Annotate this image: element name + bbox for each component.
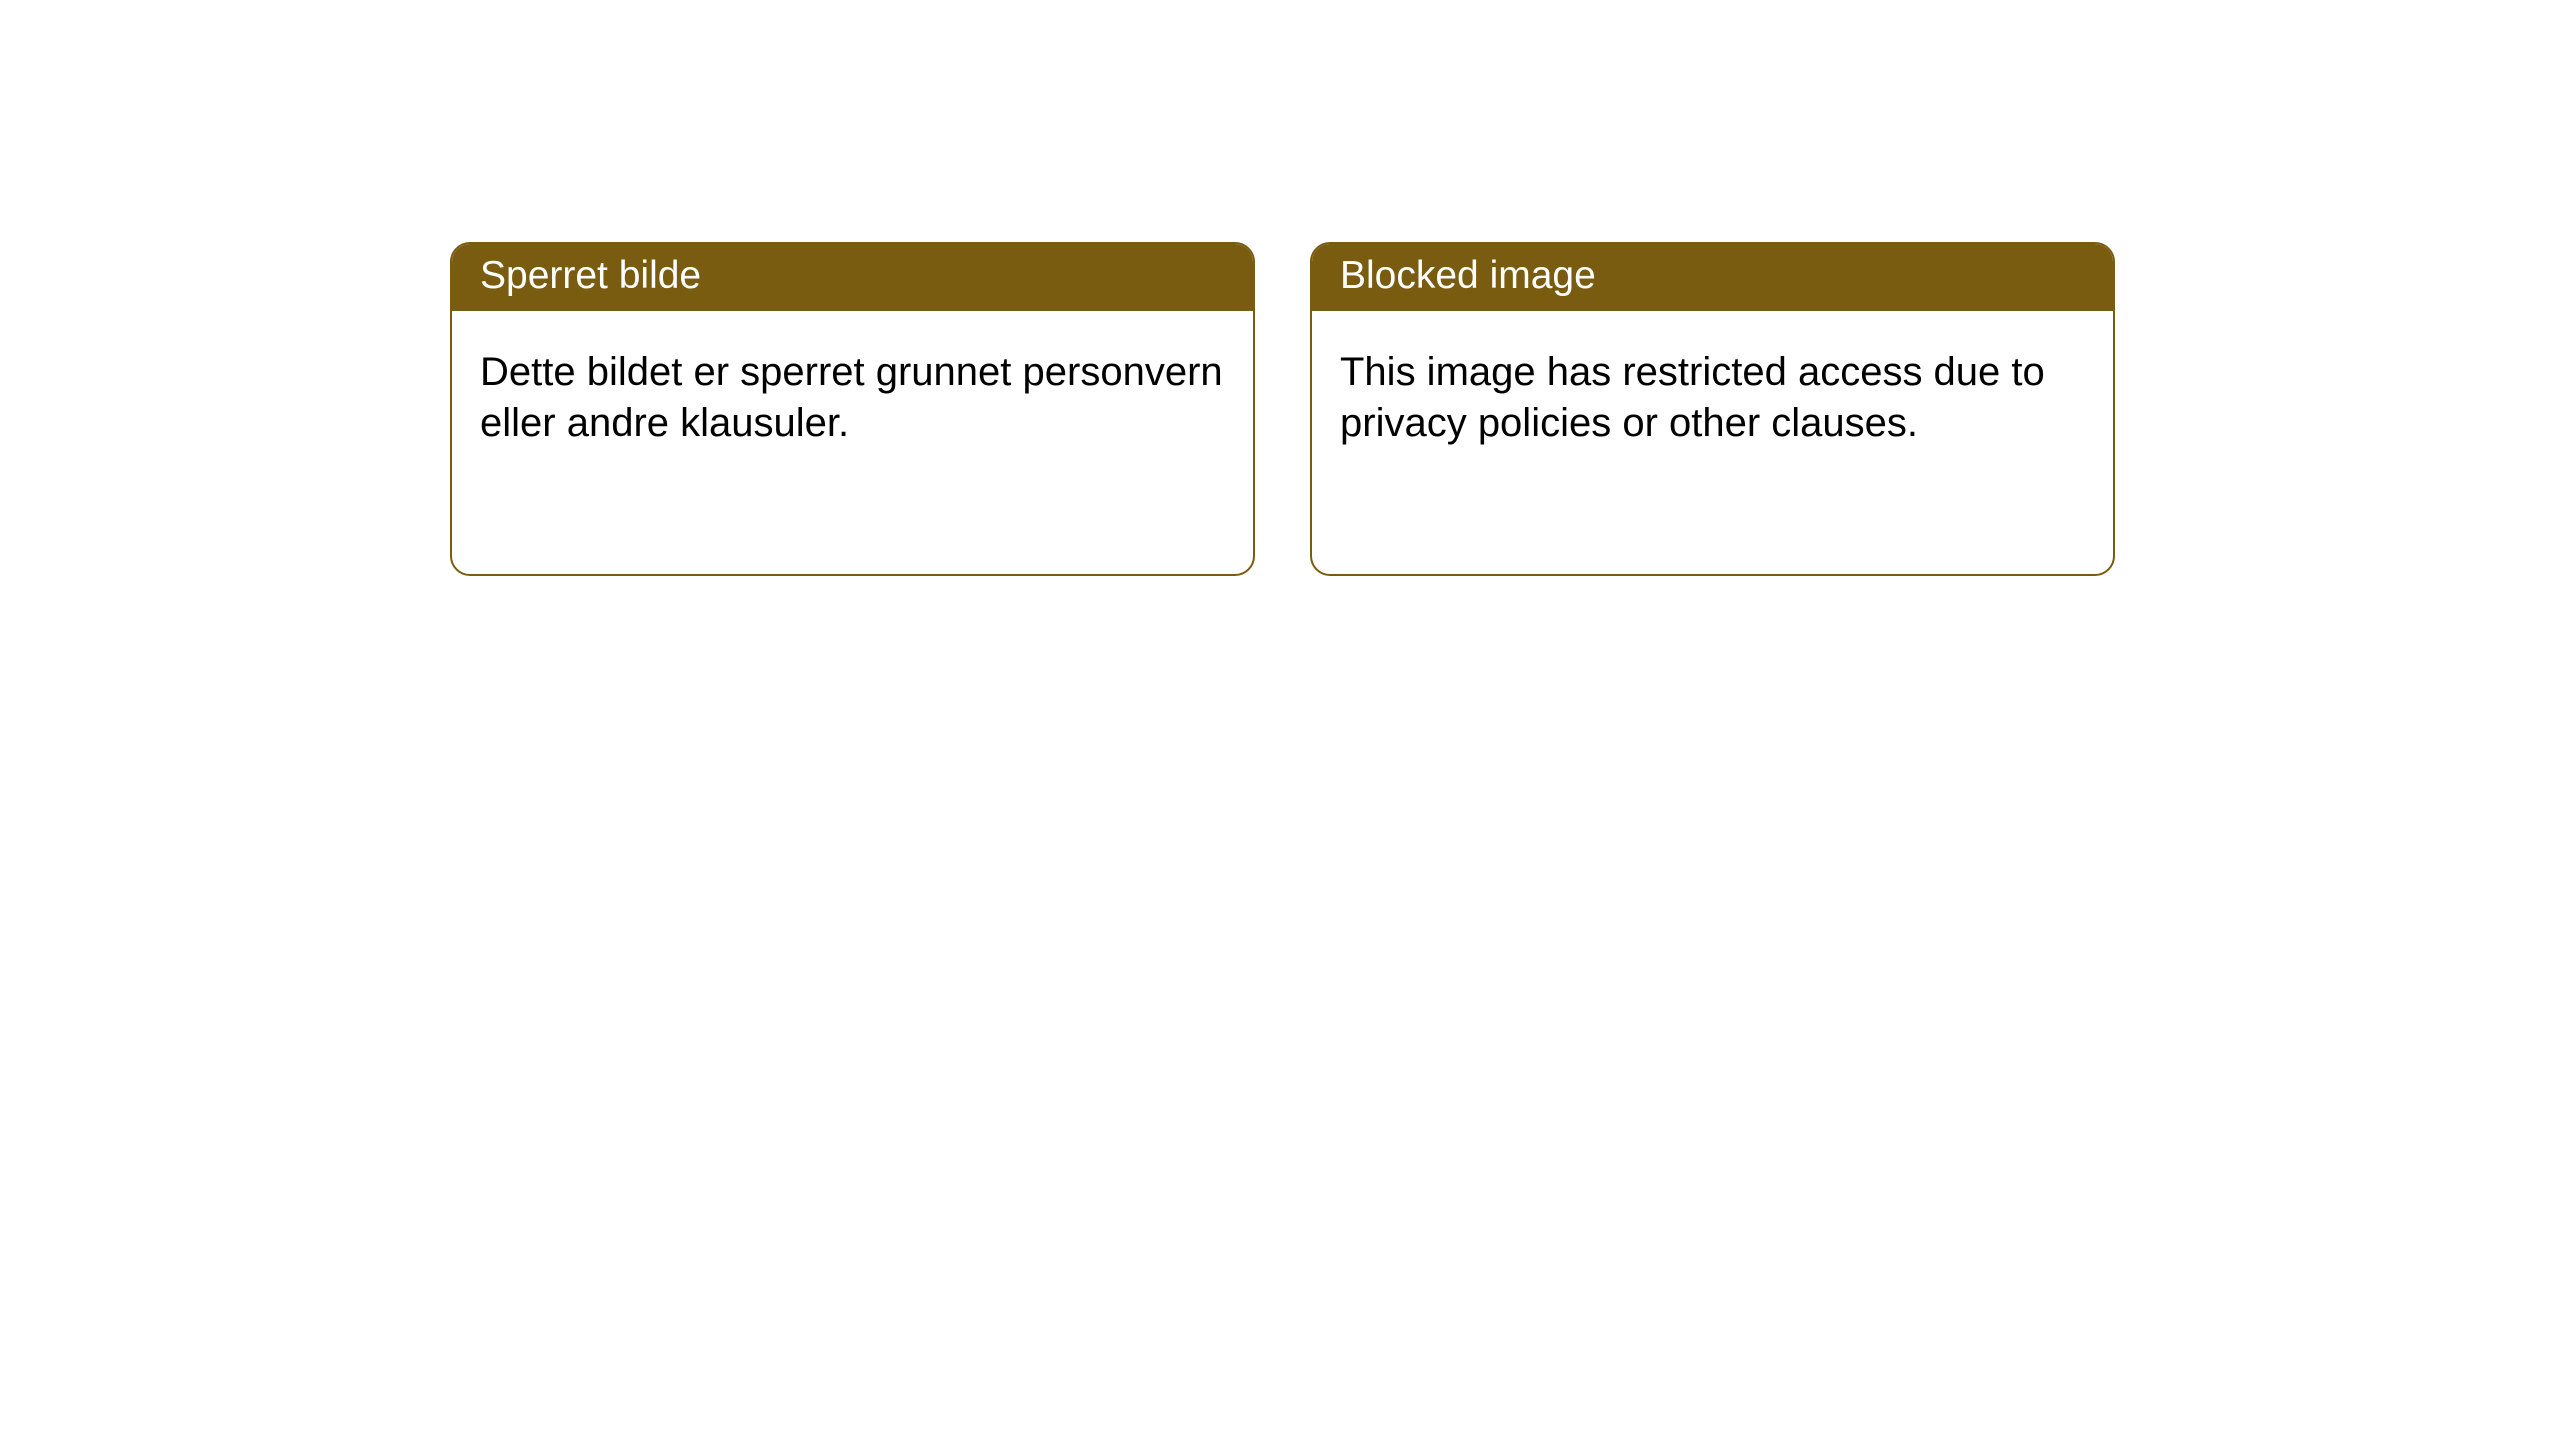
notice-header-no: Sperret bilde — [452, 244, 1253, 311]
notice-body-no: Dette bildet er sperret grunnet personve… — [452, 311, 1253, 469]
notice-box-en: Blocked image This image has restricted … — [1310, 242, 2115, 576]
notice-body-en: This image has restricted access due to … — [1312, 311, 2113, 469]
notice-box-no: Sperret bilde Dette bildet er sperret gr… — [450, 242, 1255, 576]
notice-header-en: Blocked image — [1312, 244, 2113, 311]
notice-container: Sperret bilde Dette bildet er sperret gr… — [0, 0, 2560, 576]
